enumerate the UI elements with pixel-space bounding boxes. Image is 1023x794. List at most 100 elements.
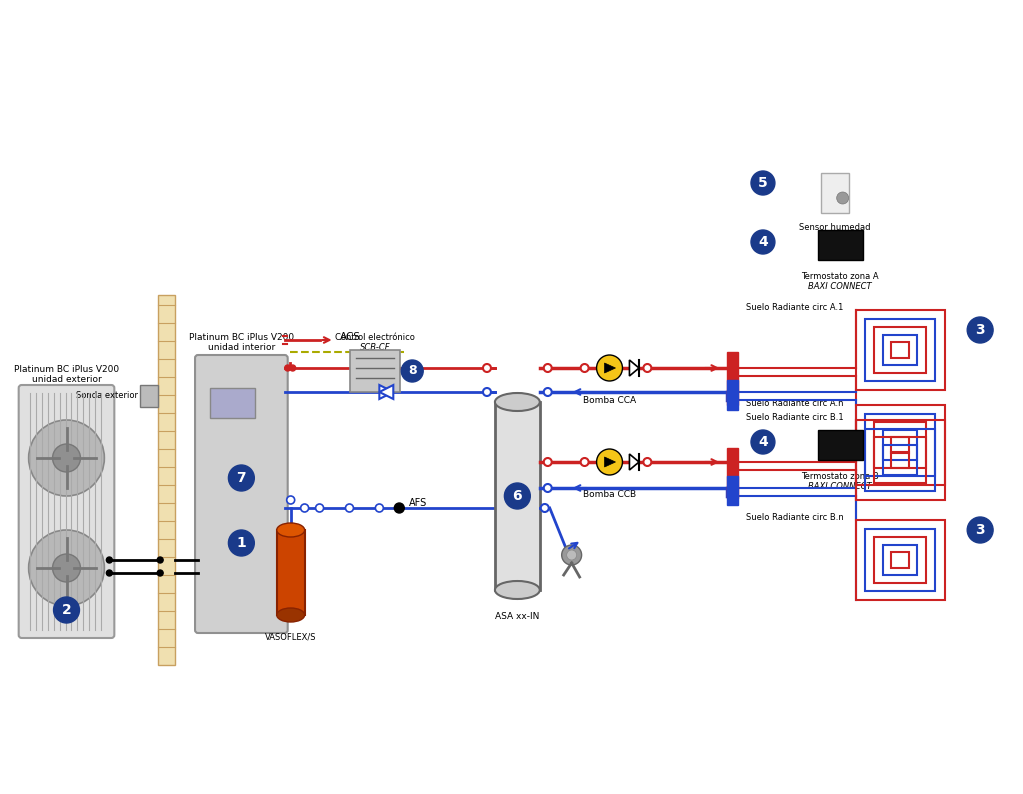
Text: 1: 1 xyxy=(236,536,247,550)
Ellipse shape xyxy=(277,608,305,622)
Circle shape xyxy=(751,171,774,195)
Text: SCB-CF: SCB-CF xyxy=(360,342,391,352)
Text: AFS: AFS xyxy=(409,498,428,508)
Text: Bomba CCA: Bomba CCA xyxy=(583,396,636,405)
Bar xyxy=(865,319,935,381)
Ellipse shape xyxy=(277,523,305,537)
Circle shape xyxy=(581,364,588,372)
Bar xyxy=(140,385,159,407)
Circle shape xyxy=(544,484,551,492)
Text: 4: 4 xyxy=(758,235,768,249)
Circle shape xyxy=(286,496,295,504)
Circle shape xyxy=(284,365,291,371)
Circle shape xyxy=(544,388,551,396)
Circle shape xyxy=(106,570,113,576)
Polygon shape xyxy=(629,454,639,470)
Circle shape xyxy=(346,504,354,512)
Circle shape xyxy=(375,504,384,512)
Circle shape xyxy=(504,483,530,509)
Text: BAXI CONNECT: BAXI CONNECT xyxy=(808,282,872,291)
Circle shape xyxy=(596,449,622,475)
Polygon shape xyxy=(380,385,393,399)
Circle shape xyxy=(643,364,652,372)
Circle shape xyxy=(52,444,81,472)
Circle shape xyxy=(643,458,652,466)
Circle shape xyxy=(967,317,993,343)
Text: ACS: ACS xyxy=(340,332,360,342)
Circle shape xyxy=(29,530,104,606)
Bar xyxy=(727,352,738,405)
Bar xyxy=(820,173,849,213)
Circle shape xyxy=(29,420,104,496)
Circle shape xyxy=(401,360,424,382)
Circle shape xyxy=(751,230,774,254)
Circle shape xyxy=(301,504,309,512)
Text: Sensor humedad: Sensor humedad xyxy=(799,223,871,232)
Bar xyxy=(855,405,945,485)
Text: ASA xx-IN: ASA xx-IN xyxy=(495,612,539,621)
Text: Bomba CCB: Bomba CCB xyxy=(583,490,636,499)
Text: Sonda exterior: Sonda exterior xyxy=(77,391,138,400)
Ellipse shape xyxy=(495,581,540,599)
Polygon shape xyxy=(380,385,393,399)
Polygon shape xyxy=(605,363,616,373)
Bar xyxy=(727,380,738,410)
Bar xyxy=(891,552,909,568)
Text: Platinum BC iPlus V200: Platinum BC iPlus V200 xyxy=(14,365,119,375)
Text: Termostato zona B: Termostato zona B xyxy=(801,472,879,481)
Bar xyxy=(817,230,862,260)
FancyBboxPatch shape xyxy=(195,355,287,633)
Text: Suelo Radiante circ A.n: Suelo Radiante circ A.n xyxy=(746,399,844,407)
Text: Suelo Radiante circ B.n: Suelo Radiante circ B.n xyxy=(746,514,844,522)
Text: Control electrónico: Control electrónico xyxy=(336,333,415,342)
Bar xyxy=(875,437,927,484)
Text: Suelo Radiante circ A.1: Suelo Radiante circ A.1 xyxy=(746,303,843,313)
Bar xyxy=(865,414,935,476)
Text: unidad interior: unidad interior xyxy=(208,344,275,353)
FancyBboxPatch shape xyxy=(18,385,115,638)
Ellipse shape xyxy=(495,393,540,411)
Bar xyxy=(855,420,945,500)
Text: 3: 3 xyxy=(975,323,985,337)
Bar xyxy=(495,402,540,590)
Circle shape xyxy=(967,517,993,543)
Text: Platinum BC iPlus V200: Platinum BC iPlus V200 xyxy=(189,333,294,342)
Circle shape xyxy=(290,365,296,371)
Circle shape xyxy=(596,355,622,381)
Text: 6: 6 xyxy=(513,489,522,503)
Bar xyxy=(891,342,909,358)
Text: Suelo Radiante circ B.1: Suelo Radiante circ B.1 xyxy=(746,414,844,422)
Text: 8: 8 xyxy=(408,364,416,377)
Bar xyxy=(210,388,255,418)
Bar xyxy=(727,476,738,505)
Circle shape xyxy=(228,530,255,556)
Bar xyxy=(865,529,935,592)
Circle shape xyxy=(315,504,323,512)
Circle shape xyxy=(562,545,582,565)
Text: 5: 5 xyxy=(758,176,768,190)
Circle shape xyxy=(581,458,588,466)
Circle shape xyxy=(567,550,577,560)
Bar xyxy=(884,430,918,461)
Text: 3: 3 xyxy=(975,523,985,537)
Bar xyxy=(277,530,305,615)
Text: VASOFLEX/S: VASOFLEX/S xyxy=(265,633,316,642)
Circle shape xyxy=(544,364,551,372)
Bar xyxy=(817,430,862,460)
Text: 2: 2 xyxy=(61,603,72,617)
Circle shape xyxy=(837,192,849,204)
Circle shape xyxy=(158,557,163,563)
Bar xyxy=(855,520,945,600)
Circle shape xyxy=(541,504,548,512)
Bar xyxy=(351,350,400,392)
Text: unidad exterior: unidad exterior xyxy=(32,376,101,384)
Circle shape xyxy=(394,503,404,513)
Polygon shape xyxy=(605,457,616,467)
Circle shape xyxy=(158,570,163,576)
Text: 4: 4 xyxy=(758,435,768,449)
Circle shape xyxy=(751,430,774,454)
Bar xyxy=(891,452,909,468)
Polygon shape xyxy=(629,360,639,376)
Circle shape xyxy=(483,364,491,372)
Bar xyxy=(159,295,175,665)
